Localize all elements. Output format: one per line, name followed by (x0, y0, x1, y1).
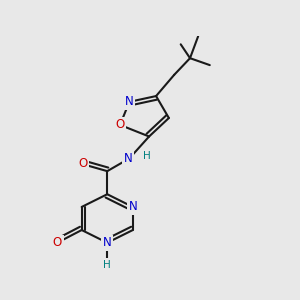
Text: O: O (116, 118, 125, 131)
Text: H: H (103, 260, 111, 270)
Text: N: N (124, 152, 133, 165)
Text: N: N (103, 236, 112, 249)
Text: O: O (52, 236, 62, 249)
Text: O: O (78, 157, 88, 169)
Text: H: H (143, 151, 151, 161)
Text: N: N (128, 200, 137, 213)
Text: N: N (125, 95, 134, 108)
